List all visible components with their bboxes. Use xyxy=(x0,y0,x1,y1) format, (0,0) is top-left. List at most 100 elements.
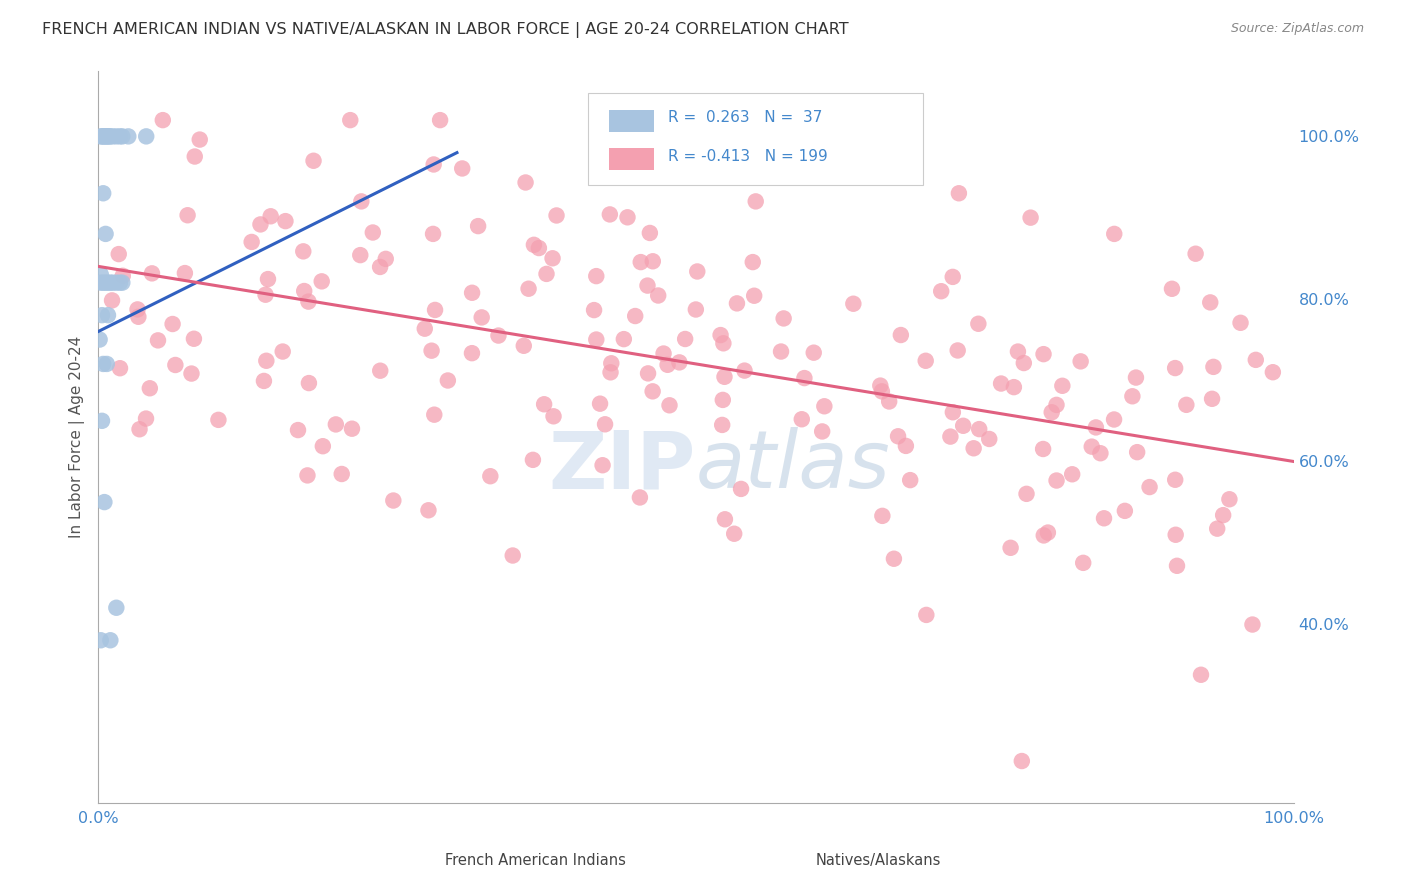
Point xyxy=(1032,347,1054,361)
Point xyxy=(637,367,659,381)
Point xyxy=(374,252,396,266)
FancyBboxPatch shape xyxy=(609,148,654,170)
Point xyxy=(91,129,114,144)
Point xyxy=(111,276,134,290)
Point xyxy=(96,357,118,371)
Point xyxy=(240,235,263,249)
Point xyxy=(658,398,681,412)
Point xyxy=(368,364,391,378)
Point xyxy=(94,227,117,241)
Point xyxy=(173,266,195,280)
Point xyxy=(502,549,524,563)
Point xyxy=(1011,754,1033,768)
Point xyxy=(128,422,150,436)
Point xyxy=(1002,380,1025,394)
Point xyxy=(948,186,970,201)
Point xyxy=(522,453,544,467)
Point xyxy=(97,276,120,290)
Point xyxy=(98,633,122,648)
Point xyxy=(914,353,936,368)
Point xyxy=(730,482,752,496)
Point xyxy=(1125,370,1147,384)
Point xyxy=(139,381,162,395)
Point xyxy=(939,429,962,443)
Point xyxy=(842,297,865,311)
Point xyxy=(1071,556,1094,570)
Text: atlas: atlas xyxy=(696,427,891,506)
Point xyxy=(734,363,756,377)
Point xyxy=(772,311,794,326)
Point xyxy=(589,397,612,411)
Point xyxy=(1040,405,1063,419)
Point xyxy=(298,376,321,390)
Point xyxy=(513,339,536,353)
Point xyxy=(274,214,297,228)
Point xyxy=(1212,508,1234,523)
Point xyxy=(527,241,550,255)
Point xyxy=(91,276,114,290)
Point xyxy=(1045,474,1067,488)
Point xyxy=(593,417,616,432)
Point xyxy=(657,358,679,372)
Point xyxy=(613,332,636,346)
Point xyxy=(585,333,607,347)
Point xyxy=(967,422,990,436)
Point xyxy=(803,345,825,359)
Point xyxy=(420,343,443,358)
Point xyxy=(184,149,207,163)
Point xyxy=(533,397,555,411)
Point xyxy=(1007,344,1029,359)
Point xyxy=(111,268,134,283)
Point xyxy=(517,282,540,296)
Point xyxy=(583,303,606,318)
Point xyxy=(108,276,131,290)
Point xyxy=(592,458,614,473)
Point xyxy=(641,384,664,399)
Point xyxy=(311,274,333,288)
Point xyxy=(101,276,124,290)
Point xyxy=(98,129,121,144)
Point xyxy=(546,209,568,223)
Point xyxy=(942,405,965,419)
FancyBboxPatch shape xyxy=(756,849,806,872)
Point xyxy=(260,209,283,223)
Point xyxy=(673,332,696,346)
Point xyxy=(523,237,546,252)
Point xyxy=(1175,398,1198,412)
Point xyxy=(1241,617,1264,632)
Point xyxy=(967,317,990,331)
Point xyxy=(1202,359,1225,374)
Point xyxy=(101,293,124,308)
Point xyxy=(183,332,205,346)
Point xyxy=(543,409,565,424)
Point xyxy=(1032,442,1054,456)
Point xyxy=(600,356,623,370)
Point xyxy=(515,176,537,190)
Point xyxy=(1012,356,1035,370)
Point xyxy=(254,287,277,301)
Text: R = -0.413   N = 199: R = -0.413 N = 199 xyxy=(668,150,828,164)
Point xyxy=(90,276,112,290)
Point xyxy=(1032,528,1054,542)
Point xyxy=(1229,316,1251,330)
Point xyxy=(628,491,651,505)
Point xyxy=(111,129,134,144)
Point xyxy=(467,219,489,233)
FancyBboxPatch shape xyxy=(385,849,436,872)
Point xyxy=(162,317,184,331)
Point xyxy=(101,129,124,144)
Point xyxy=(686,264,709,278)
Point xyxy=(176,208,198,222)
Point xyxy=(91,186,114,201)
Point xyxy=(382,493,405,508)
Point xyxy=(1218,492,1240,507)
Point xyxy=(127,310,149,324)
Point xyxy=(742,289,765,303)
Point xyxy=(349,248,371,262)
Point xyxy=(152,113,174,128)
Point xyxy=(93,129,115,144)
Point xyxy=(91,414,114,428)
Point xyxy=(630,255,652,269)
Point xyxy=(714,512,737,526)
Point xyxy=(254,353,277,368)
